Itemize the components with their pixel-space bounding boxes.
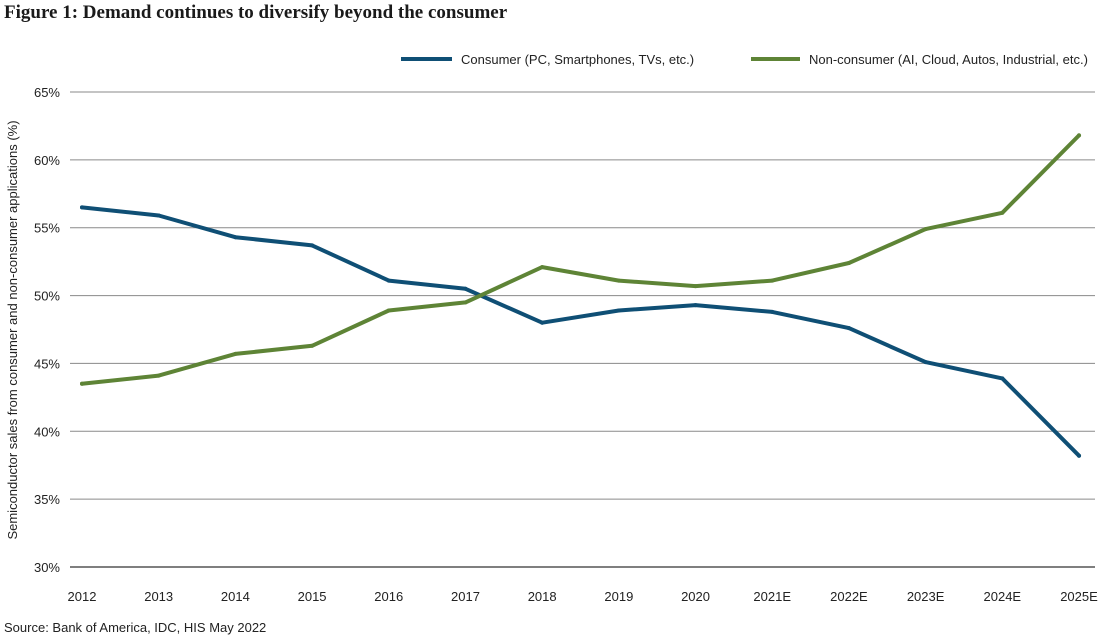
x-tick-label: 2022E xyxy=(830,589,868,604)
legend: Consumer (PC, Smartphones, TVs, etc.) Non… xyxy=(401,52,1088,67)
data-point xyxy=(770,309,775,314)
series-line-consumer xyxy=(80,205,1081,458)
y-tick-label: 30% xyxy=(34,560,60,575)
data-point xyxy=(310,243,315,248)
y-tick-label: 35% xyxy=(34,492,60,507)
data-point xyxy=(1077,133,1081,138)
data-point xyxy=(846,261,851,265)
figure-title: Figure 1: Demand continues to diversify … xyxy=(4,2,508,23)
data-point xyxy=(233,351,238,356)
axes: 30% 35% 40% 45% 50% 55% 60% 65% 2012 2013 2014 2015… xyxy=(34,85,1098,604)
x-tick-label: 2017 xyxy=(451,589,480,604)
data-point xyxy=(463,300,468,305)
data-point xyxy=(923,227,928,232)
legend-label: Consumer (PC, Smartphones, TVs, etc.) xyxy=(461,52,694,67)
x-tick-label: 2018 xyxy=(528,589,557,604)
series-line-non-consumer xyxy=(80,133,1081,386)
source-note: Source: Bank of America, IDC, HIS May 20… xyxy=(4,620,267,635)
data-point xyxy=(1000,210,1005,215)
x-tick-label: 2014 xyxy=(221,589,250,604)
data-point xyxy=(693,303,698,308)
data-point xyxy=(463,286,468,291)
data-point xyxy=(846,326,851,331)
x-tick-label: 2019 xyxy=(604,589,633,604)
data-point xyxy=(80,381,84,386)
x-tick-label: 2013 xyxy=(144,589,173,604)
data-point xyxy=(156,373,161,378)
data-point xyxy=(156,213,161,218)
x-tick-label: 2012 xyxy=(68,589,97,604)
data-point xyxy=(693,284,698,289)
y-tick-label: 40% xyxy=(34,424,60,439)
data-point xyxy=(540,265,545,270)
y-axis-title: Semiconductor sales from consumer and no… xyxy=(5,120,20,539)
legend-label: Non-consumer (AI, Cloud, Autos, Industri… xyxy=(809,52,1088,67)
data-point xyxy=(310,343,315,348)
x-tick-label: 2025E xyxy=(1060,589,1098,604)
grid-lines xyxy=(70,91,1095,568)
data-point xyxy=(923,360,928,365)
y-tick-label: 45% xyxy=(34,356,60,371)
x-tick-label: 2020 xyxy=(681,589,710,604)
x-tick-label: 2023E xyxy=(907,589,945,604)
data-point xyxy=(1077,453,1081,458)
y-tick-label: 55% xyxy=(34,221,60,236)
y-tick-label: 65% xyxy=(34,85,60,100)
y-tick-label: 50% xyxy=(34,289,60,304)
data-point xyxy=(386,308,391,313)
data-point xyxy=(616,308,621,313)
x-tick-label: 2015 xyxy=(298,589,327,604)
x-tick-label: 2021E xyxy=(753,589,791,604)
data-point xyxy=(1000,376,1005,381)
data-point xyxy=(233,235,238,240)
x-tick-label: 2016 xyxy=(374,589,403,604)
data-point xyxy=(770,278,775,283)
x-tick-label: 2024E xyxy=(984,589,1022,604)
data-point xyxy=(616,278,621,283)
y-tick-label: 60% xyxy=(34,153,60,168)
series-lines xyxy=(80,133,1081,458)
data-point xyxy=(386,278,391,283)
data-point xyxy=(80,205,84,210)
data-point xyxy=(540,320,545,325)
